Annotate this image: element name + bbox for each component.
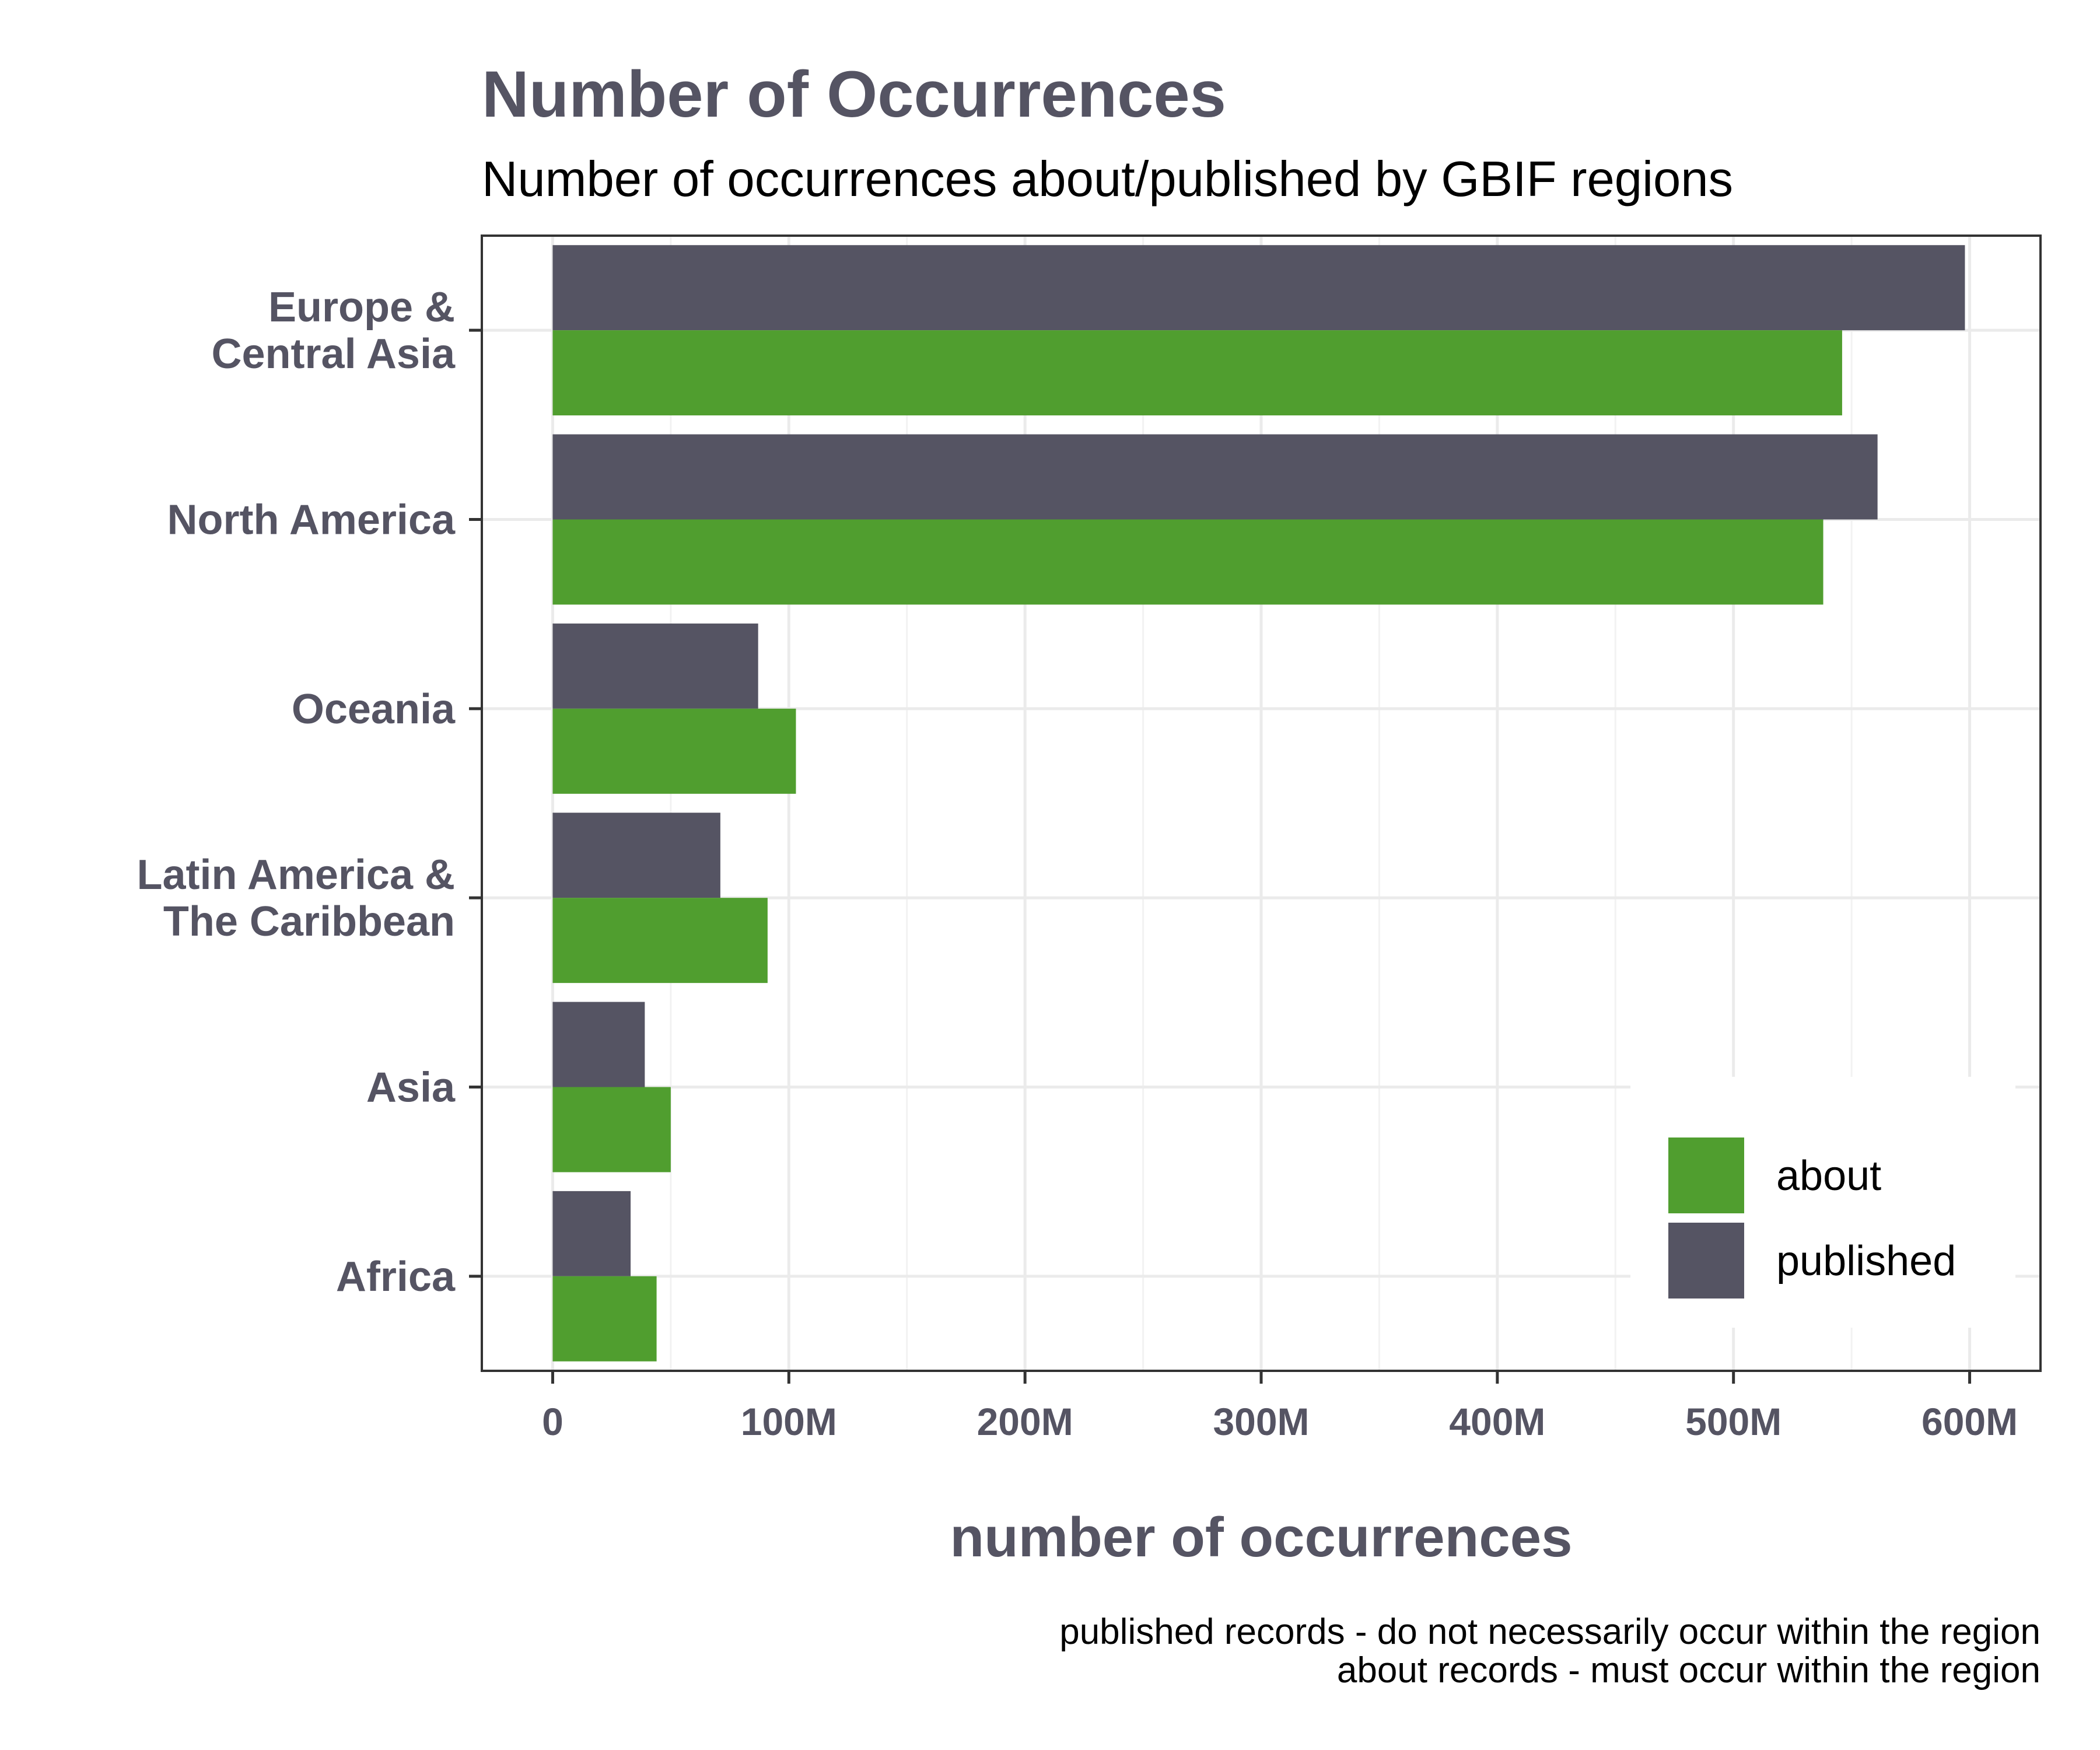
x-axis-title: number of occurrences [950,1506,1573,1569]
bar-published [552,1191,631,1276]
category-label: North America [167,497,456,544]
x-tick-label: 100M [741,1400,837,1443]
bars [552,245,1965,1362]
legend-key-about [1668,1138,1744,1213]
category-axis: Europe & Central Asia North America Oceania… [137,284,482,1300]
category-label: Africa [336,1254,456,1300]
legend-key-published [1668,1223,1744,1298]
chart-title: Number of Occurrences [482,58,1226,131]
bar-about [552,898,768,984]
caption-line-2: about records - must occur within the re… [1337,1650,2041,1690]
bar-about [552,330,1842,416]
category-label: Europe & Central Asia [212,284,456,377]
bar-published [552,813,720,898]
chart-subtitle: Number of occurrences about/published by… [482,152,1733,207]
category-label: Oceania [292,686,456,733]
x-tick-label: 600M [1922,1400,2018,1443]
bar-about [552,1276,657,1362]
x-axis: 0 100M 200M 300M 400M 500M 600M [542,1371,2018,1443]
x-tick-label: 300M [1213,1400,1309,1443]
bar-published [552,1002,645,1087]
category-label: Asia [366,1065,456,1111]
x-tick-label: 500M [1685,1400,1782,1443]
legend-label-published: published [1776,1238,1956,1284]
bar-published [552,245,1965,331]
bar-about [552,1087,671,1172]
category-label: Latin America & The Caribbean [137,852,455,945]
legend: about published [1630,1077,2015,1328]
bar-about [552,519,1824,605]
x-tick-label: 0 [542,1400,564,1443]
bar-published [552,623,758,709]
bar-published [552,434,1878,520]
x-tick-label: 400M [1449,1400,1545,1443]
caption-line-1: published records - do not necessarily o… [1059,1612,2041,1652]
bar-about [552,708,796,794]
x-tick-label: 200M [977,1400,1073,1443]
legend-label-about: about [1776,1153,1881,1199]
